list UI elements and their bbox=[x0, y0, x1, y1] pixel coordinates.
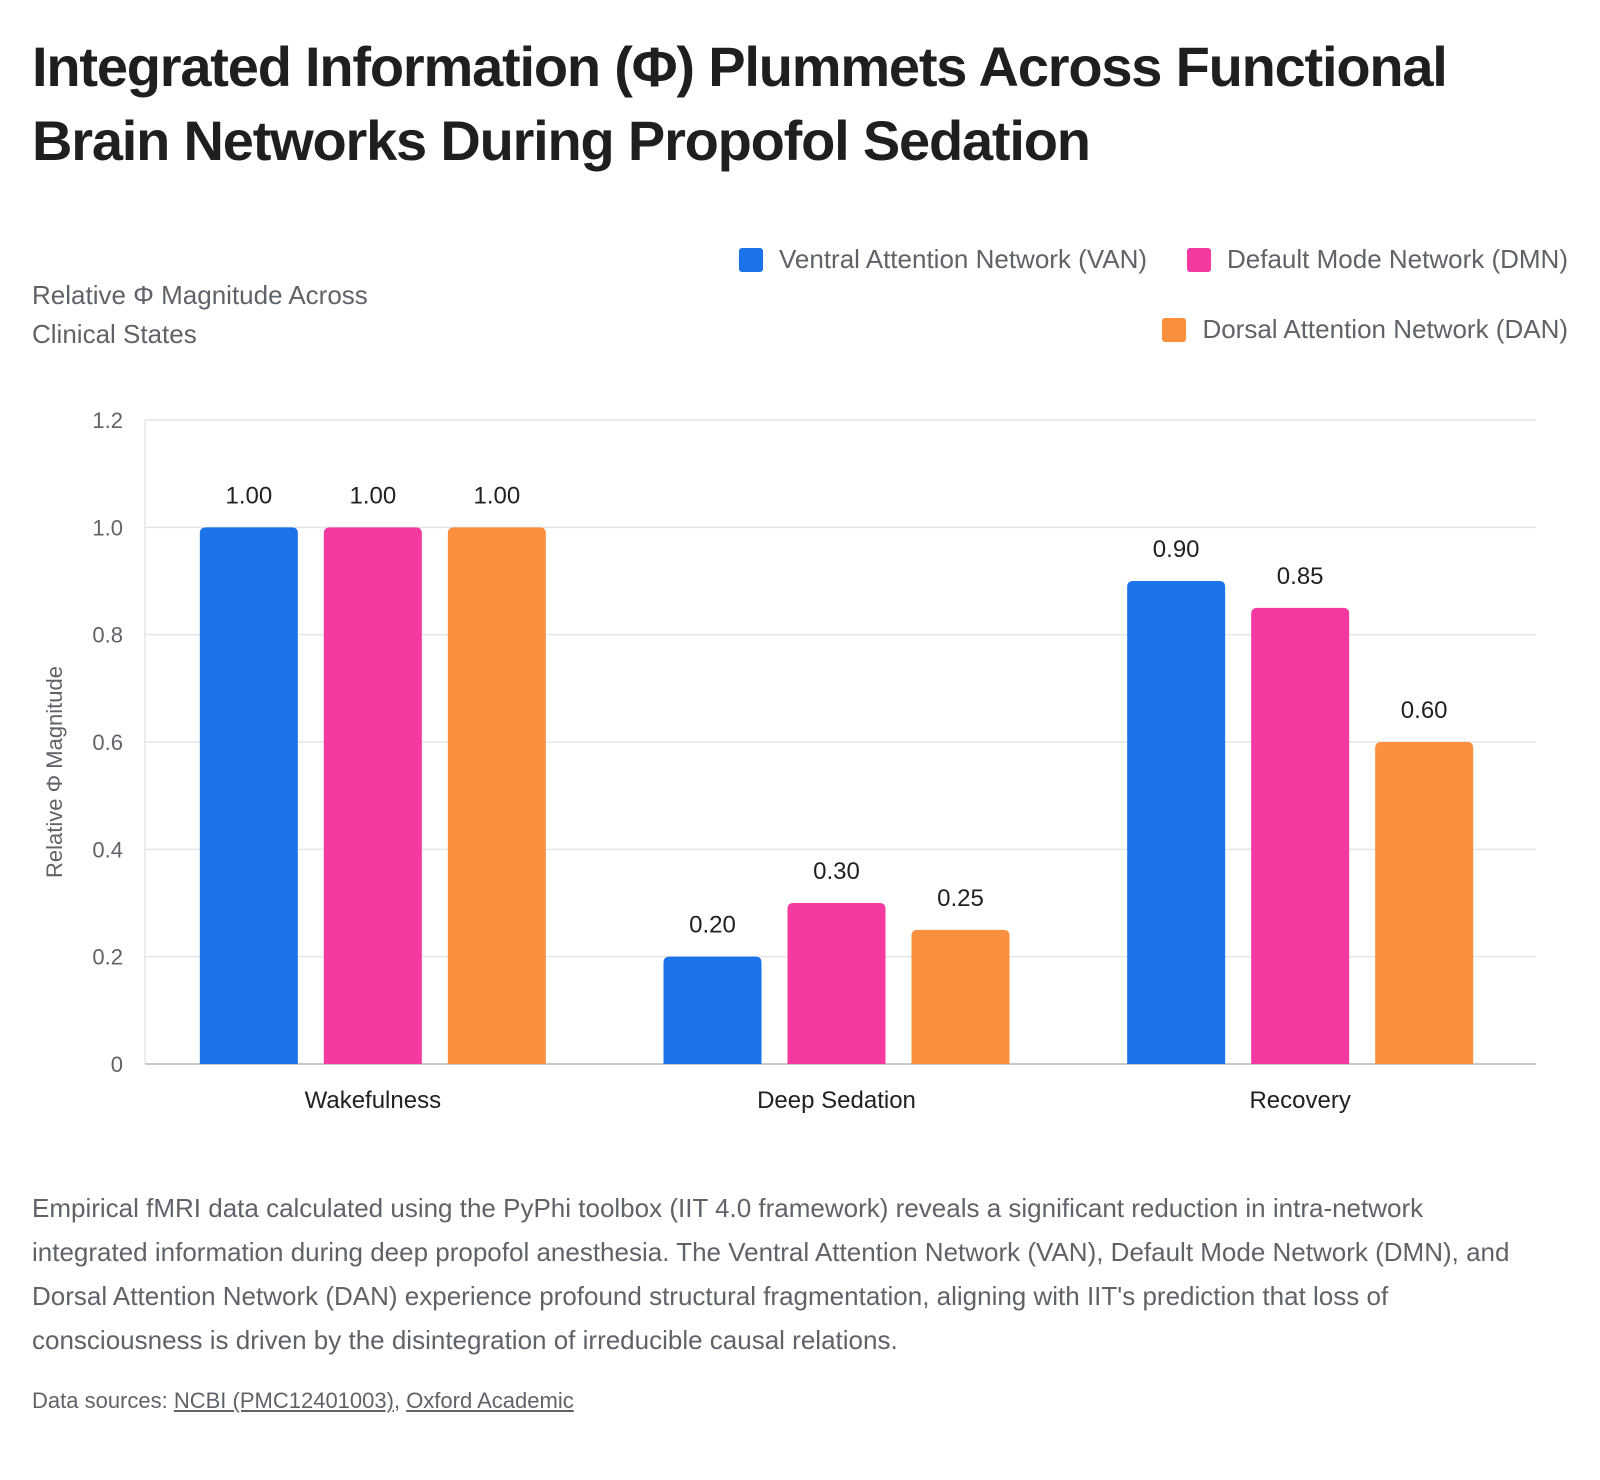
chart-description: Empirical fMRI data calculated using the… bbox=[32, 1193, 1510, 1355]
bar-van-wakefulness bbox=[199, 527, 298, 1064]
y-tick-label: 0.2 bbox=[92, 945, 123, 970]
data-label: 1.00 bbox=[225, 482, 272, 509]
y-tick-label: 0.4 bbox=[92, 837, 123, 862]
bar-van-recovery bbox=[1127, 581, 1226, 1064]
y-tick-label: 0 bbox=[111, 1052, 123, 1077]
legend-item-van: Ventral Attention Network (VAN) bbox=[739, 244, 1147, 275]
data-sources: Data sources: NCBI (PMC12401003), Oxford… bbox=[32, 1388, 574, 1414]
legend-row-1: Ventral Attention Network (VAN) Default … bbox=[739, 244, 1568, 275]
y-tick-label: 1.2 bbox=[92, 408, 123, 433]
legend-item-dan: Dorsal Attention Network (DAN) bbox=[1162, 314, 1568, 345]
bar-dan-deep-sedation bbox=[911, 929, 1010, 1064]
source-link-ncbi[interactable]: NCBI (PMC12401003) bbox=[173, 1388, 394, 1413]
data-label: 0.25 bbox=[937, 885, 984, 912]
legend-swatch-van bbox=[739, 247, 763, 272]
data-label: 0.90 bbox=[1153, 536, 1200, 563]
y-tick-label: 0.6 bbox=[92, 730, 123, 755]
data-label: 0.20 bbox=[689, 912, 736, 939]
legend-label-dmn: Default Mode Network (DMN) bbox=[1227, 244, 1568, 274]
bar-dan-recovery bbox=[1375, 742, 1474, 1064]
x-category-label: Recovery bbox=[1249, 1087, 1350, 1114]
sources-prefix: Data sources: bbox=[32, 1388, 174, 1413]
y-tick-label: 1.0 bbox=[92, 515, 123, 540]
axes: 0 0.2 0.4 0.6 0.8 1.0 1.2 Wakefulness Deep Sedat… bbox=[92, 408, 1536, 1114]
chart-title: Integrated Information (Φ) Plummets Acro… bbox=[32, 35, 1448, 172]
bar-van-deep-sedation bbox=[663, 956, 762, 1064]
bar-dmn-deep-sedation bbox=[787, 903, 886, 1064]
legend-item-dmn: Default Mode Network (DMN) bbox=[1187, 244, 1568, 275]
legend-swatch-dmn bbox=[1187, 247, 1212, 272]
legend-row-2: Dorsal Attention Network (DAN) bbox=[1162, 314, 1568, 345]
y-tick-label: 0.8 bbox=[92, 623, 123, 648]
bar-dmn-recovery bbox=[1251, 607, 1350, 1064]
data-label: 1.00 bbox=[349, 482, 396, 509]
y-axis-title: Relative Φ Magnitude bbox=[42, 666, 67, 878]
legend-label-van: Ventral Attention Network (VAN) bbox=[779, 244, 1148, 274]
x-category-label: Deep Sedation bbox=[757, 1087, 916, 1114]
legend-label-dan: Dorsal Attention Network (DAN) bbox=[1202, 314, 1568, 344]
data-label: 0.30 bbox=[813, 858, 860, 885]
bar-dan-wakefulness bbox=[447, 527, 546, 1064]
data-label: 0.60 bbox=[1401, 697, 1448, 724]
bar-dmn-wakefulness bbox=[323, 527, 422, 1064]
legend-swatch-dan bbox=[1162, 317, 1187, 342]
data-labels: 1.00 1.00 1.00 0.20 0.30 0.25 0.90 0.85 0.60 bbox=[225, 482, 1447, 938]
x-category-label: Wakefulness bbox=[305, 1087, 442, 1114]
source-link-oxford[interactable]: Oxford Academic bbox=[406, 1388, 574, 1413]
chart-subtitle: Relative Φ Magnitude Across Clinical Sta… bbox=[32, 280, 368, 349]
data-label: 0.85 bbox=[1277, 563, 1324, 590]
data-label: 1.00 bbox=[473, 482, 520, 509]
sources-separator: , bbox=[393, 1388, 407, 1413]
bar-chart: 0 0.2 0.4 0.6 0.8 1.0 1.2 Wakefulness Deep Sedat… bbox=[42, 408, 1536, 1114]
bars bbox=[199, 527, 1474, 1064]
